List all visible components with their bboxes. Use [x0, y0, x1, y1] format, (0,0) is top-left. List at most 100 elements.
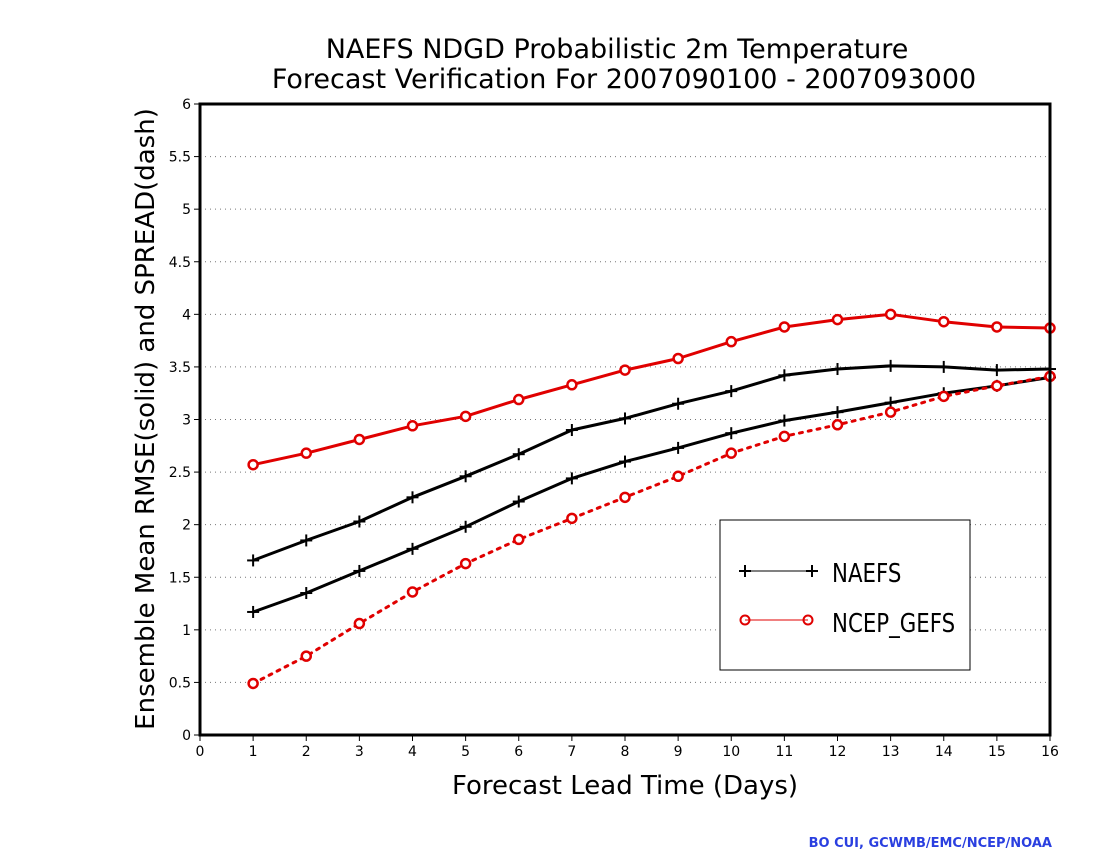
data-point-circle — [353, 617, 366, 630]
data-point-circle — [672, 352, 684, 365]
y-tick-label: 3.5 — [169, 360, 191, 376]
data-point-circle — [725, 447, 737, 459]
y-tick-label: 5.5 — [169, 150, 191, 166]
series-line — [252, 364, 1051, 562]
x-tick-label: 8 — [621, 744, 630, 760]
y-tick-label: 5 — [182, 202, 191, 218]
data-point-plus — [884, 359, 897, 372]
data-point-circle — [300, 650, 312, 662]
x-tick-label: 15 — [988, 744, 1006, 760]
data-point-circle — [991, 321, 1003, 333]
y-tick-label: 4 — [182, 307, 191, 323]
data-point-plus — [937, 360, 950, 373]
credit-text: BO CUI, GCWMB/EMC/NCEP/NOAA — [809, 836, 1052, 850]
data-point-plus — [512, 495, 525, 508]
data-point-plus — [300, 534, 313, 547]
data-point-plus — [672, 441, 685, 454]
x-tick-label: 10 — [722, 744, 740, 760]
y-tick-label: 1.5 — [169, 570, 191, 586]
x-tick-label: 2 — [302, 744, 311, 760]
data-point-circle — [406, 420, 419, 432]
y-tick-label: 1 — [182, 623, 191, 639]
data-point-circle — [938, 390, 950, 403]
data-point-plus — [353, 515, 366, 528]
data-point-circle — [513, 393, 525, 406]
chart-title-line-1: NAEFS NDGD Probabilistic 2m Temperature — [326, 34, 909, 65]
legend-naefs-label: NAEFS — [832, 558, 901, 589]
data-point-circle — [619, 491, 631, 504]
data-point-plus — [459, 470, 472, 483]
x-tick-label: 7 — [567, 744, 576, 760]
legend-gefs-marker — [739, 614, 814, 626]
data-point-circle — [566, 379, 578, 391]
data-series — [247, 308, 1056, 690]
legend-naefs-marker — [739, 565, 818, 577]
data-point-plus — [990, 364, 1003, 377]
data-point-circle — [725, 335, 737, 348]
data-point-circle — [884, 308, 897, 321]
x-tick-label: 5 — [461, 744, 470, 760]
legend: NAEFS NCEP_GEFS — [719, 519, 971, 671]
x-tick-label: 3 — [355, 744, 364, 760]
x-tick-label: 13 — [882, 744, 900, 760]
data-point-circle — [513, 533, 525, 546]
data-point-plus — [619, 412, 631, 425]
data-point-circle — [831, 419, 844, 431]
data-point-circle — [619, 364, 631, 376]
series-line — [251, 374, 1052, 685]
data-point-plus — [512, 448, 525, 461]
x-tick-label: 0 — [196, 744, 205, 760]
y-tick-label: 2 — [182, 518, 191, 534]
data-point-plus — [778, 369, 791, 382]
data-point-circle — [884, 406, 897, 418]
x-tick-label: 9 — [674, 744, 683, 760]
data-point-circle — [778, 430, 791, 443]
data-point-plus — [619, 455, 631, 468]
data-point-plus — [565, 472, 578, 485]
data-point-circle — [300, 447, 312, 459]
data-point-circle — [778, 321, 791, 333]
data-point-plus — [406, 542, 419, 555]
data-point-plus — [725, 385, 738, 398]
data-point-plus — [247, 554, 260, 567]
data-point-circle — [247, 458, 259, 471]
y-tick-label: 4.5 — [169, 255, 191, 271]
y-tick-label: 0 — [182, 728, 191, 744]
data-point-plus — [778, 414, 791, 427]
data-point-circle — [459, 410, 472, 423]
x-tick-label: 6 — [514, 744, 523, 760]
data-point-circle — [672, 470, 684, 483]
plot-frame — [198, 102, 1052, 737]
data-point-plus — [725, 427, 738, 440]
data-point-plus — [565, 424, 578, 437]
data-point-plus — [247, 605, 260, 618]
data-point-plus — [831, 406, 844, 419]
data-point-circle — [406, 586, 419, 598]
data-point-plus — [459, 520, 472, 533]
data-point-circle — [459, 557, 472, 570]
chart-title-line-2: Forecast Verification For 2007090100 - 2… — [272, 64, 976, 95]
data-point-circle — [247, 677, 259, 690]
series-ncep_gefs-rmse — [247, 308, 1056, 471]
legend-box — [719, 519, 971, 671]
data-point-circle — [566, 512, 578, 525]
y-tick-label: 3 — [182, 413, 191, 429]
x-tick-label: 4 — [408, 744, 417, 760]
data-point-plus — [300, 587, 313, 600]
data-point-plus — [353, 564, 366, 577]
data-point-circle — [353, 433, 366, 446]
legend-gefs-label: NCEP_GEFS — [832, 608, 955, 639]
y-tick-label: 2.5 — [169, 465, 191, 481]
data-point-circle — [938, 315, 950, 328]
y-tick-label: 0.5 — [169, 675, 191, 691]
x-tick-label: 1 — [249, 744, 258, 760]
series-line — [252, 312, 1051, 467]
data-point-plus — [831, 363, 844, 376]
y-tick-label: 6 — [182, 97, 191, 113]
axis-ticks: 0 0.5 1 1.5 2 2.5 3 3.5 4 4.5 5 5.5 6 0 1 2 3 4 5 6 7 8 9 10 11 1… — [169, 97, 1059, 760]
data-point-circle — [831, 313, 844, 326]
y-axis-title: Ensemble Mean RMSE(solid) and SPREAD(das… — [131, 108, 161, 730]
x-tick-label: 11 — [775, 744, 793, 760]
series-naefs-rmse — [247, 359, 1056, 567]
